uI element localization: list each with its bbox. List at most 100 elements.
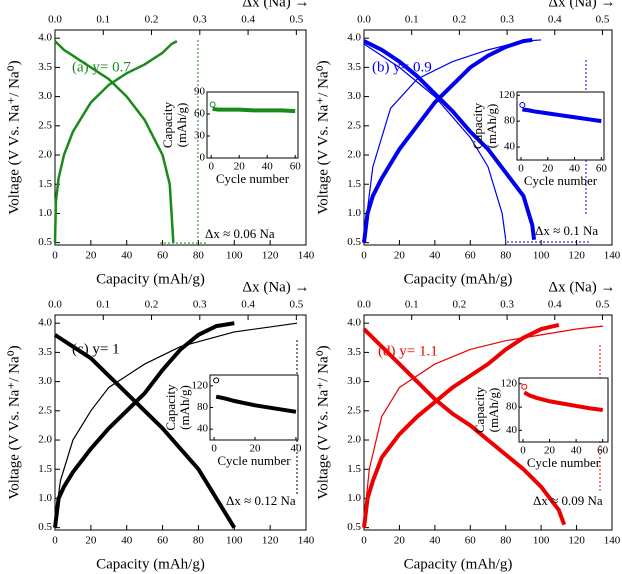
inset-y-tick-label: 90 bbox=[194, 86, 206, 98]
panel-title: (c) y= 1 bbox=[72, 341, 120, 357]
curve bbox=[363, 39, 537, 240]
inset-x-tick-label: 60 bbox=[596, 163, 608, 175]
curve bbox=[363, 43, 507, 240]
x2-tick-label: 0.5 bbox=[289, 299, 303, 311]
curve bbox=[362, 322, 560, 528]
x2-tick-label: 0.2 bbox=[453, 299, 467, 311]
inset-y-tick-label: 80 bbox=[197, 401, 209, 413]
y-tick-label: 3.0 bbox=[38, 90, 52, 102]
x-tick-label: 120 bbox=[262, 535, 279, 547]
curve bbox=[363, 325, 604, 522]
x2-tick-label: 0.4 bbox=[241, 14, 255, 26]
inset-x-tick-label: 40 bbox=[569, 163, 581, 175]
x-tick-label: 80 bbox=[193, 535, 205, 547]
y-tick-label: 0.5 bbox=[38, 236, 52, 248]
x2-tick-label: 0.2 bbox=[453, 14, 467, 26]
inset-y-label: Capacity bbox=[163, 384, 178, 431]
inset-y-tick-label: 80 bbox=[504, 115, 516, 127]
x2-axis-label: Δx (Na) → bbox=[548, 0, 615, 10]
plot-frame bbox=[54, 29, 307, 246]
annotation: Δx ≈ 0.1 Na bbox=[535, 223, 598, 238]
y-tick-label: 1.5 bbox=[347, 178, 361, 190]
x-tick-label: 60 bbox=[465, 250, 477, 262]
inset-y-label: (mAh/g) bbox=[484, 104, 499, 149]
x-tick-label: 120 bbox=[568, 535, 585, 547]
x-tick-label: 60 bbox=[157, 535, 169, 547]
plot-frame bbox=[54, 314, 307, 531]
y-tick-label: 4.0 bbox=[38, 32, 52, 44]
y-tick-label: 2.5 bbox=[38, 119, 52, 131]
inset-frame bbox=[209, 374, 299, 441]
y-tick-label: 3.5 bbox=[38, 346, 52, 358]
inset-curve bbox=[212, 106, 296, 114]
y-tick-label: 4.0 bbox=[347, 317, 361, 329]
y-tick-label: 1.0 bbox=[347, 492, 361, 504]
inset-x-label: Cycle number bbox=[217, 453, 291, 468]
x2-tick-label: 0.2 bbox=[145, 299, 159, 311]
curve bbox=[53, 321, 235, 528]
inset-x-tick-label: 40 bbox=[290, 443, 302, 455]
y-tick-label: 2.0 bbox=[347, 149, 361, 161]
x-tick-label: 40 bbox=[429, 535, 441, 547]
annotation: Δx ≈ 0.09 Na bbox=[533, 493, 603, 508]
x-tick-label: 140 bbox=[604, 535, 621, 547]
x-tick-label: 20 bbox=[85, 250, 97, 262]
x2-tick-label: 0.3 bbox=[500, 14, 514, 26]
inset-frame bbox=[206, 91, 299, 159]
inset-x-tick-label: 0 bbox=[520, 445, 526, 457]
x-tick-label: 100 bbox=[533, 250, 550, 262]
inset-first-point bbox=[213, 377, 220, 384]
y-tick-label: 1.0 bbox=[38, 492, 52, 504]
x2-tick-label: 0.1 bbox=[405, 299, 419, 311]
y-tick-label: 3.5 bbox=[38, 61, 52, 73]
x2-tick-label: 0.5 bbox=[289, 14, 303, 26]
x-tick-label: 20 bbox=[394, 250, 406, 262]
panel-title: (a) y= 0.7 bbox=[72, 59, 131, 75]
inset-y-tick-label: 30 bbox=[194, 130, 206, 142]
x2-tick-label: 0.5 bbox=[596, 14, 610, 26]
y-tick-label: 1.5 bbox=[38, 178, 52, 190]
y-tick-label: 1.0 bbox=[347, 207, 361, 219]
inset-y-label: (mAh/g) bbox=[486, 388, 501, 433]
x2-tick-label: 0.0 bbox=[48, 14, 62, 26]
inset-x-label: Cycle number bbox=[524, 173, 598, 188]
inset-first-point bbox=[521, 383, 528, 390]
plot-frame bbox=[363, 29, 613, 246]
x-tick-label: 40 bbox=[121, 250, 133, 262]
inset-x-tick-label: 20 bbox=[234, 161, 246, 173]
x-tick-label: 0 bbox=[361, 535, 367, 547]
x2-tick-label: 0.0 bbox=[357, 14, 371, 26]
inset-x-tick-label: 20 bbox=[544, 445, 556, 457]
x2-tick-label: 0.4 bbox=[548, 299, 562, 311]
x2-tick-label: 0.1 bbox=[96, 14, 110, 26]
x2-tick-label: 0.0 bbox=[48, 299, 62, 311]
y-tick-label: 2.5 bbox=[38, 404, 52, 416]
y-axis-label: Voltage (V Vs. Na⁺/ Na⁰) bbox=[6, 345, 22, 499]
y-tick-label: 1.5 bbox=[347, 463, 361, 475]
y-tick-label: 4.0 bbox=[38, 317, 52, 329]
x-axis-label: Capacity (mAh/g) bbox=[404, 556, 513, 572]
x-tick-label: 40 bbox=[429, 250, 441, 262]
curve bbox=[54, 40, 175, 243]
y-tick-label: 3.0 bbox=[347, 375, 361, 387]
plot-frame bbox=[363, 314, 613, 531]
x-tick-label: 140 bbox=[298, 535, 315, 547]
x-tick-label: 120 bbox=[568, 250, 585, 262]
curve bbox=[53, 40, 178, 243]
x2-axis-label: Δx (Na) → bbox=[242, 0, 309, 10]
inset-y-tick-label: 0 bbox=[200, 152, 206, 164]
panel-title: (d) y= 1.1 bbox=[378, 343, 438, 359]
inset-x-label: Cycle number bbox=[216, 171, 290, 186]
inset-y-label: (mAh/g) bbox=[174, 103, 189, 148]
x2-tick-label: 0.5 bbox=[596, 299, 610, 311]
inset-x-tick-label: 60 bbox=[290, 161, 302, 173]
annotation: Δx ≈ 0.12 Na bbox=[226, 493, 296, 508]
inset-y-label: Capacity bbox=[470, 102, 485, 149]
x-tick-label: 80 bbox=[193, 250, 205, 262]
inset-y-tick-label: 80 bbox=[506, 401, 518, 413]
inset-x-tick-label: 20 bbox=[542, 163, 554, 175]
x-tick-label: 0 bbox=[52, 250, 58, 262]
y-tick-label: 3.5 bbox=[347, 346, 361, 358]
y-axis-label: Voltage (V Vs. Na⁺/ Na⁰) bbox=[315, 60, 331, 214]
